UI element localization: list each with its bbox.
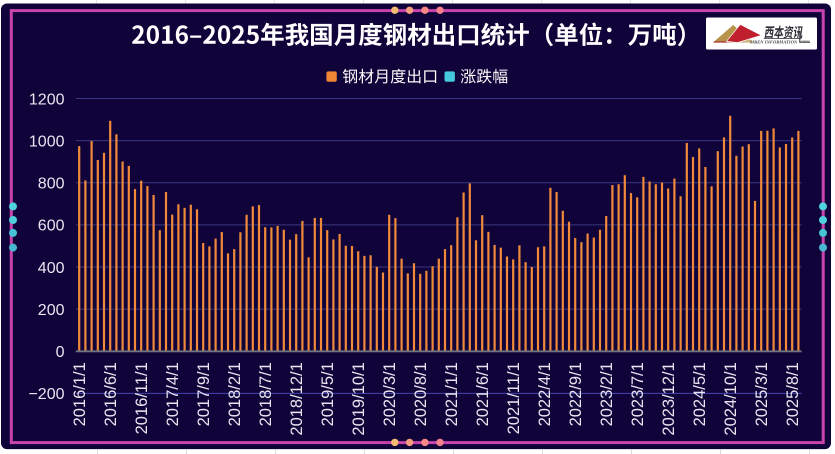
svg-text:2025/8/1: 2025/8/1: [784, 362, 802, 426]
svg-text:2020/8/1: 2020/8/1: [412, 362, 430, 426]
svg-text:2023/7/1: 2023/7/1: [629, 362, 647, 426]
svg-text:2021/6/1: 2021/6/1: [474, 362, 492, 426]
svg-text:2016/11/1: 2016/11/1: [133, 362, 151, 434]
svg-text:2023/2/1: 2023/2/1: [598, 362, 616, 426]
svg-text:2018/7/1: 2018/7/1: [257, 362, 275, 426]
svg-text:800: 800: [38, 176, 65, 193]
svg-text:0: 0: [56, 344, 65, 361]
svg-text:2016/6/1: 2016/6/1: [102, 362, 120, 426]
svg-text:2021/1/1: 2021/1/1: [443, 362, 461, 426]
svg-text:2024/10/1: 2024/10/1: [722, 362, 740, 435]
svg-text:2021/11/1: 2021/11/1: [505, 362, 523, 434]
svg-text:−200: −200: [28, 386, 64, 403]
svg-text:2017/4/1: 2017/4/1: [164, 362, 182, 426]
svg-text:2022/4/1: 2022/4/1: [536, 362, 554, 426]
svg-text:2018/2/1: 2018/2/1: [226, 362, 244, 426]
svg-text:200: 200: [38, 302, 65, 319]
svg-text:2019/5/1: 2019/5/1: [319, 362, 337, 426]
svg-text:400: 400: [38, 260, 65, 277]
svg-text:2025/3/1: 2025/3/1: [753, 362, 771, 426]
svg-text:2018/12/1: 2018/12/1: [288, 362, 306, 435]
svg-text:2016/1/1: 2016/1/1: [71, 362, 89, 426]
svg-text:2024/5/1: 2024/5/1: [691, 362, 709, 426]
svg-text:2020/3/1: 2020/3/1: [381, 362, 399, 426]
svg-text:2022/9/1: 2022/9/1: [567, 362, 585, 426]
svg-text:1000: 1000: [29, 133, 65, 150]
svg-text:600: 600: [38, 218, 65, 235]
svg-text:SIBEN INFORMATION: SIBEN INFORMATION: [750, 39, 798, 44]
svg-text:2019/10/1: 2019/10/1: [350, 362, 368, 435]
svg-text:1200: 1200: [29, 91, 65, 108]
svg-text:2017/9/1: 2017/9/1: [195, 362, 213, 426]
svg-text:2023/12/1: 2023/12/1: [660, 362, 678, 435]
